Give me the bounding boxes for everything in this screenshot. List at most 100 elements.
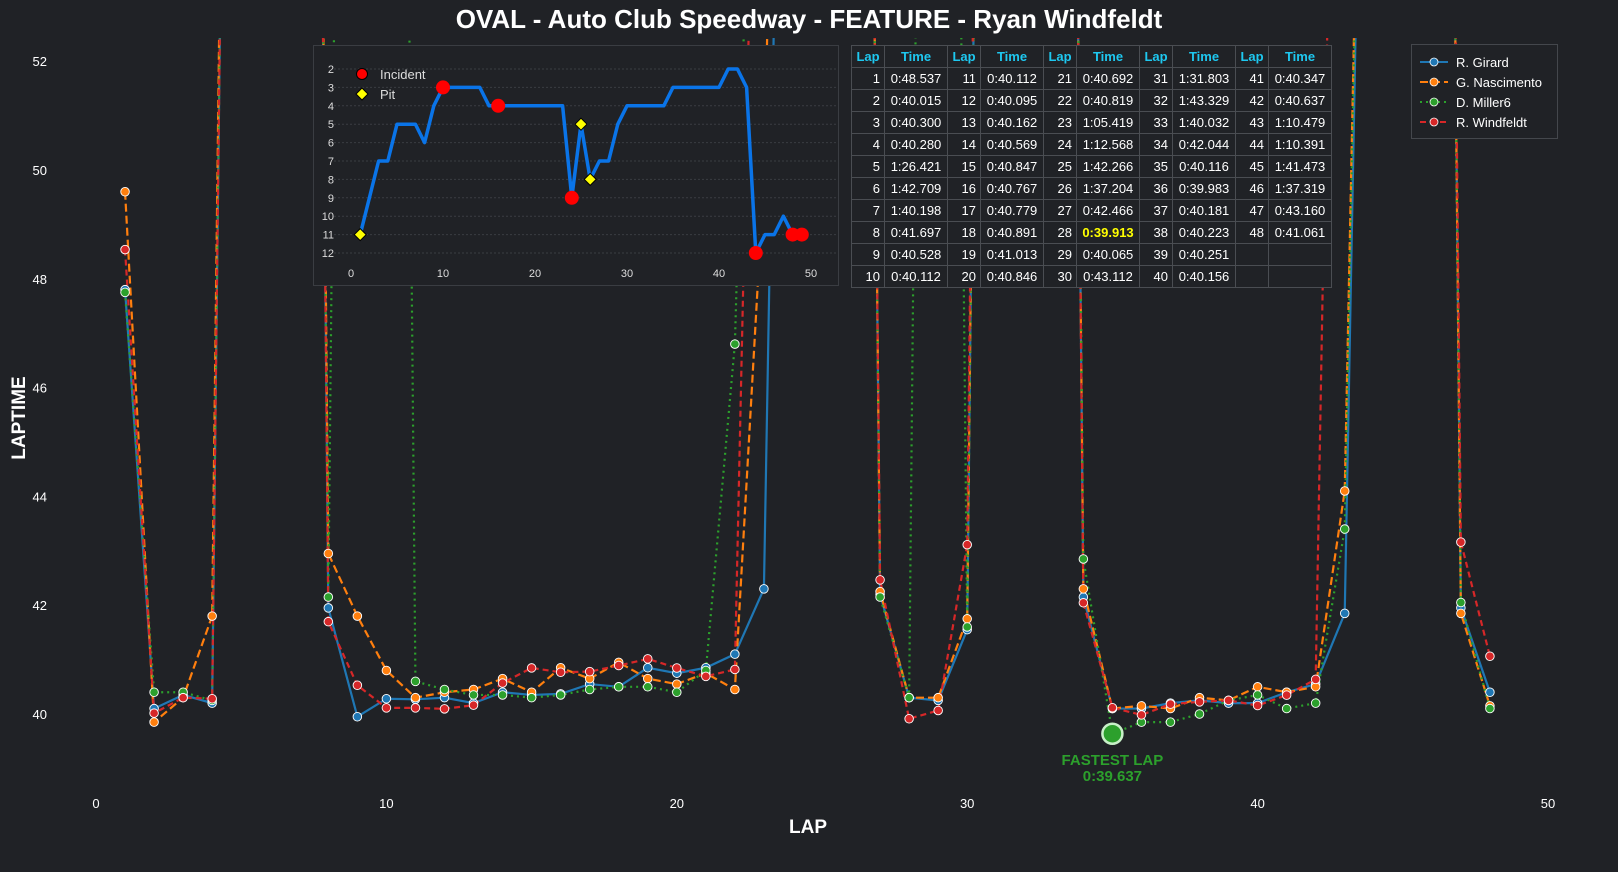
- data-point: [1194, 697, 1205, 707]
- lap-time-cell: 0:41.061: [1268, 221, 1332, 244]
- y-tick-label: 44: [33, 489, 47, 504]
- lap-time-cell: 1:42.266: [1076, 155, 1140, 178]
- lap-time-cell: 0:40.528: [884, 243, 948, 266]
- data-point: [1281, 703, 1292, 714]
- data-point: [1136, 710, 1147, 720]
- lap-time-cell: 0:39.983: [1172, 177, 1236, 200]
- y-tick-label: 42: [33, 598, 47, 613]
- legend-pit-label: Pit: [380, 87, 396, 102]
- lap-number-cell: 47: [1235, 199, 1269, 222]
- table-row: 7 1:40.198 17 0:40.779 27 0:42.466 37 0:40.181 4…: [851, 199, 1332, 222]
- y-tick-label: 4: [328, 101, 334, 113]
- legend-pit-icon: [355, 87, 369, 101]
- data-point: [120, 187, 130, 197]
- y-tick-label: 3: [328, 82, 334, 94]
- data-point: [1310, 674, 1321, 685]
- lap-time-cell: 1:43.329: [1172, 89, 1236, 112]
- data-point: [643, 682, 653, 692]
- lap-time-cell: 0:40.779: [980, 199, 1044, 222]
- data-point: [613, 660, 624, 671]
- series-line-r-girard: [123, 38, 1491, 719]
- table-header-lap: Lap: [947, 45, 981, 68]
- table-row: 3 0:40.300 13 0:40.162 23 1:05.419 33 1:40.032 4…: [851, 111, 1332, 134]
- fastest-lap-marker: [1101, 722, 1124, 745]
- lap-number-cell: 3: [851, 111, 885, 134]
- table-header-lap: Lap: [1139, 45, 1173, 68]
- incident-marker: [436, 80, 450, 95]
- data-point: [1485, 703, 1495, 714]
- lap-time-cell: 0:40.181: [1172, 199, 1236, 222]
- lap-number-cell: 9: [851, 243, 885, 266]
- data-point: [323, 616, 334, 627]
- pit-marker: [353, 227, 367, 242]
- data-point: [1339, 608, 1350, 619]
- legend-marker: [1429, 57, 1439, 67]
- lap-time-cell: 0:40.280: [884, 133, 948, 156]
- data-point: [962, 622, 972, 632]
- lap-time-cell: 0:40.116: [1172, 155, 1236, 178]
- data-point: [904, 713, 914, 724]
- legend-incident-icon: [356, 68, 368, 80]
- data-point: [555, 690, 566, 700]
- lap-time-cell: 1:40.032: [1172, 111, 1236, 134]
- chart-title: OVAL - Auto Club Speedway - FEATURE - Ry…: [455, 4, 1163, 34]
- lap-time-cell: 0:40.156: [1172, 265, 1236, 288]
- data-point: [962, 614, 972, 624]
- lap-time-cell: 1:12.568: [1076, 133, 1140, 156]
- legend-item: R. Girard: [1420, 52, 1509, 72]
- data-point: [149, 708, 159, 718]
- lap-time-cell: 1:37.319: [1268, 177, 1332, 200]
- lap-number-cell: 5: [851, 155, 885, 178]
- legend-marker: [1429, 77, 1439, 87]
- data-point: [1456, 608, 1466, 619]
- table-row: 2 0:40.015 12 0:40.095 22 0:40.819 32 1:43.329 4…: [851, 89, 1332, 112]
- legend-label: D. Miller6: [1456, 94, 1511, 110]
- position-inset-chart: 2 3 4 5 6 7 8 9 10 11 12 0 10 20 30 40 50 Incident Pit: [313, 45, 839, 286]
- lap-number-cell: 2: [851, 89, 885, 112]
- y-tick-label: 2: [328, 64, 334, 76]
- y-tick-label: 7: [328, 156, 334, 168]
- data-point: [730, 664, 740, 675]
- lap-number-cell: 37: [1139, 199, 1173, 222]
- data-point: [730, 684, 740, 695]
- series-line-r-windfeldt: [123, 38, 1491, 721]
- table-row: 1 0:48.537 11 0:40.112 21 0:40.692 31 1:31.803 4…: [851, 67, 1332, 90]
- data-point: [730, 339, 740, 349]
- lap-number-cell: 32: [1139, 89, 1173, 112]
- y-tick-label: 48: [33, 272, 47, 287]
- lap-time-cell: 0:48.537: [884, 67, 948, 90]
- lap-number-cell: 10: [851, 265, 885, 288]
- table-row: 5 1:26.421 15 0:40.847 25 1:42.266 35 0:40.116 4…: [851, 155, 1332, 178]
- data-point: [1339, 524, 1350, 534]
- data-point: [1456, 537, 1466, 547]
- legend-item: D. Miller6: [1420, 92, 1511, 112]
- incident-marker: [564, 190, 579, 205]
- table-row: 8 0:41.697 18 0:40.891 28 0:39.913 38 0:40.223 4…: [851, 221, 1332, 244]
- lap-time-cell: 0:40.112: [884, 265, 948, 288]
- lap-time-cell: 1:41.473: [1268, 155, 1332, 178]
- lap-number-cell: 43: [1235, 111, 1269, 134]
- data-point: [1252, 682, 1263, 692]
- data-point: [207, 611, 217, 621]
- data-point: [672, 679, 682, 689]
- data-point: [120, 287, 130, 298]
- y-tick-label: 40: [33, 707, 47, 722]
- data-point: [1078, 554, 1089, 564]
- table-header-time: Time: [884, 45, 948, 68]
- lap-number-cell: 39: [1139, 243, 1173, 266]
- legend-item: R. Windfeldt: [1420, 112, 1527, 132]
- data-point: [1165, 699, 1176, 709]
- lap-time-cell: 0:40.015: [884, 89, 948, 112]
- data-point: [672, 663, 682, 673]
- data-point: [904, 692, 914, 703]
- data-point: [1165, 717, 1176, 727]
- lap-number-cell: 28: [1043, 221, 1077, 244]
- data-point: [875, 592, 885, 602]
- lap-number-cell: 16: [947, 177, 981, 200]
- x-tick-label: 20: [670, 796, 684, 811]
- y-tick-label: 50: [33, 163, 47, 178]
- lap-number-cell: [1235, 243, 1269, 266]
- data-point: [1281, 690, 1292, 700]
- data-point: [1136, 701, 1147, 711]
